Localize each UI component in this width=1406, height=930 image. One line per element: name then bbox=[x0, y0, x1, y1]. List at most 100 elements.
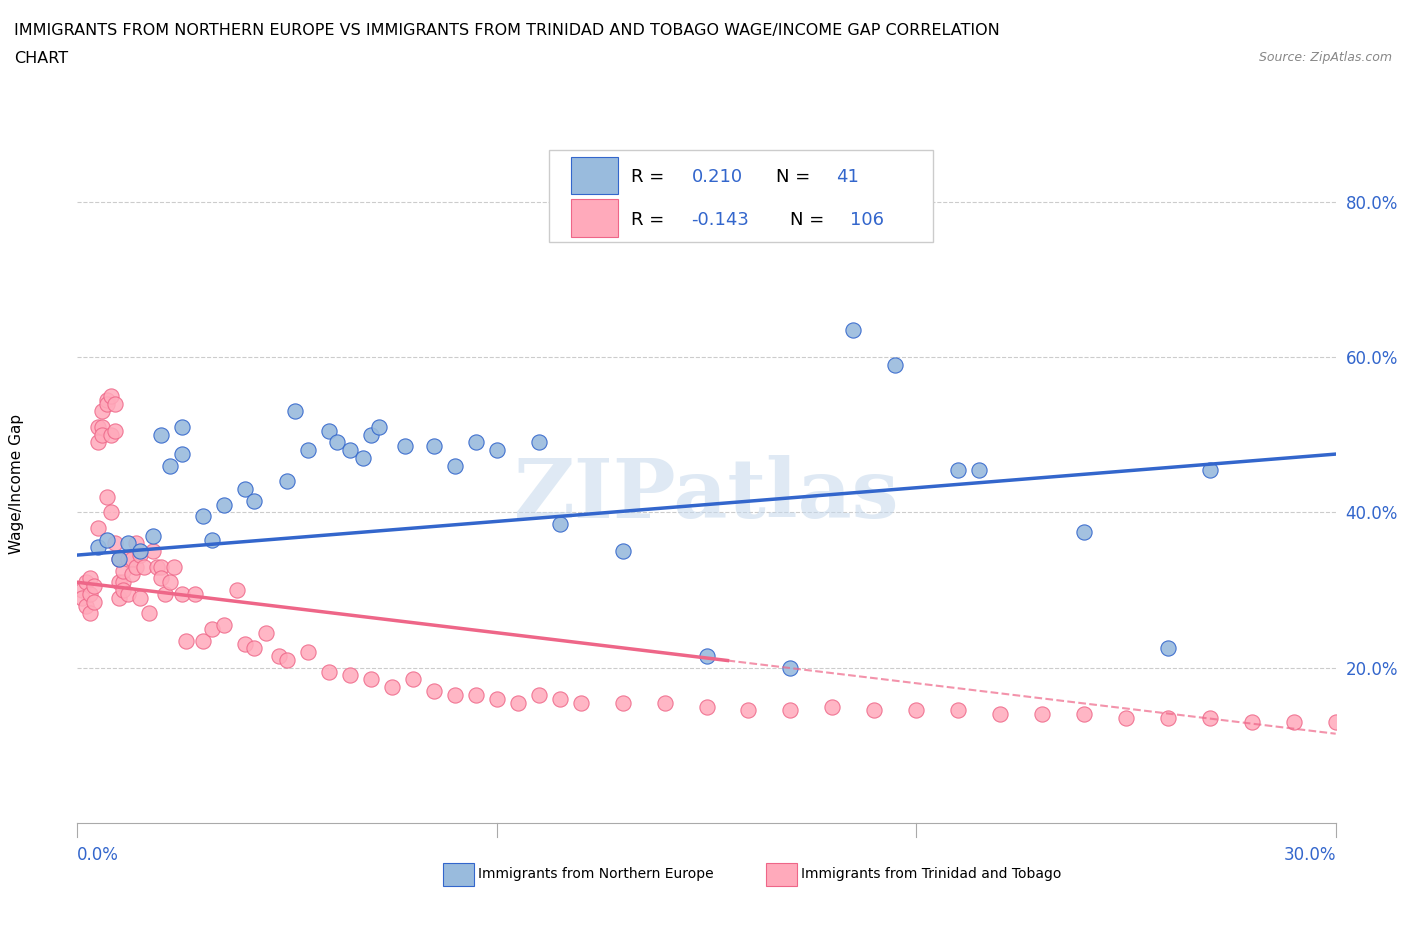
Point bbox=[527, 435, 550, 450]
Point bbox=[821, 699, 844, 714]
Text: Source: ZipAtlas.com: Source: ZipAtlas.com bbox=[1258, 51, 1392, 64]
Point bbox=[142, 528, 165, 543]
Point bbox=[1282, 714, 1305, 729]
Point bbox=[242, 493, 264, 508]
Point bbox=[83, 594, 105, 609]
Point bbox=[360, 671, 382, 686]
Point bbox=[444, 687, 467, 702]
Point bbox=[121, 567, 143, 582]
Point bbox=[654, 696, 676, 711]
Point bbox=[318, 423, 340, 438]
Point bbox=[779, 660, 801, 675]
Point bbox=[696, 699, 718, 714]
Point bbox=[233, 637, 256, 652]
Point bbox=[318, 664, 340, 679]
Point bbox=[117, 536, 139, 551]
FancyBboxPatch shape bbox=[550, 150, 934, 242]
Point bbox=[142, 544, 165, 559]
Point bbox=[326, 435, 349, 450]
FancyBboxPatch shape bbox=[571, 199, 619, 237]
Point bbox=[423, 439, 446, 454]
Text: Immigrants from Northern Europe: Immigrants from Northern Europe bbox=[478, 867, 714, 882]
Point bbox=[779, 703, 801, 718]
Point bbox=[172, 446, 194, 461]
Point bbox=[696, 648, 718, 663]
Point bbox=[96, 532, 118, 547]
Point bbox=[87, 539, 110, 554]
Point bbox=[212, 618, 235, 632]
Point bbox=[737, 703, 759, 718]
Point bbox=[1073, 707, 1095, 722]
Point bbox=[79, 587, 101, 602]
Point bbox=[1073, 525, 1095, 539]
Point bbox=[91, 419, 114, 434]
Point bbox=[612, 696, 634, 711]
Point bbox=[159, 575, 181, 590]
Point bbox=[1157, 641, 1180, 656]
Point bbox=[96, 489, 118, 504]
FancyBboxPatch shape bbox=[571, 156, 619, 194]
Point bbox=[1240, 714, 1263, 729]
Point bbox=[112, 564, 135, 578]
Point bbox=[1199, 462, 1222, 477]
Point bbox=[464, 435, 486, 450]
Point bbox=[146, 559, 169, 574]
Point bbox=[1157, 711, 1180, 725]
Point bbox=[163, 559, 186, 574]
Point bbox=[100, 427, 122, 442]
Text: 0.0%: 0.0% bbox=[77, 846, 120, 864]
Point bbox=[548, 691, 571, 706]
Point bbox=[485, 443, 508, 458]
Text: ZIPatlas: ZIPatlas bbox=[513, 455, 900, 535]
Point bbox=[108, 591, 131, 605]
Point bbox=[485, 691, 508, 706]
Text: N =: N = bbox=[776, 168, 810, 186]
Point bbox=[394, 439, 416, 454]
Point bbox=[423, 684, 446, 698]
Point bbox=[108, 551, 131, 566]
Point bbox=[150, 559, 173, 574]
Point bbox=[276, 474, 298, 489]
Point bbox=[368, 419, 391, 434]
Point bbox=[297, 644, 319, 659]
Text: N =: N = bbox=[790, 211, 824, 229]
Point bbox=[79, 605, 101, 620]
Point bbox=[129, 548, 152, 563]
Point bbox=[1115, 711, 1137, 725]
Point bbox=[87, 419, 110, 434]
Text: R =: R = bbox=[631, 211, 664, 229]
Point bbox=[863, 703, 886, 718]
Point bbox=[548, 516, 571, 531]
Point bbox=[87, 521, 110, 536]
Point bbox=[381, 680, 404, 695]
Point bbox=[212, 498, 235, 512]
Point bbox=[104, 423, 127, 438]
Point bbox=[134, 559, 156, 574]
Text: -0.143: -0.143 bbox=[692, 211, 749, 229]
Point bbox=[402, 671, 425, 686]
Point bbox=[104, 536, 127, 551]
Point bbox=[884, 357, 907, 372]
Point bbox=[91, 404, 114, 418]
Point bbox=[612, 544, 634, 559]
Point bbox=[108, 551, 131, 566]
Point bbox=[200, 532, 222, 547]
Point bbox=[988, 707, 1011, 722]
Point bbox=[242, 641, 264, 656]
Point bbox=[1199, 711, 1222, 725]
Point bbox=[464, 687, 486, 702]
Point bbox=[284, 404, 307, 418]
Text: 30.0%: 30.0% bbox=[1284, 846, 1336, 864]
Text: IMMIGRANTS FROM NORTHERN EUROPE VS IMMIGRANTS FROM TRINIDAD AND TOBAGO WAGE/INCO: IMMIGRANTS FROM NORTHERN EUROPE VS IMMIG… bbox=[14, 23, 1000, 38]
Point bbox=[191, 633, 215, 648]
Point bbox=[905, 703, 928, 718]
Point bbox=[138, 605, 160, 620]
Text: 106: 106 bbox=[851, 211, 884, 229]
Point bbox=[352, 450, 374, 465]
Point bbox=[96, 392, 118, 407]
Point bbox=[1324, 714, 1347, 729]
Point bbox=[527, 687, 550, 702]
Point bbox=[91, 427, 114, 442]
Point bbox=[176, 633, 198, 648]
Point bbox=[1367, 719, 1389, 734]
